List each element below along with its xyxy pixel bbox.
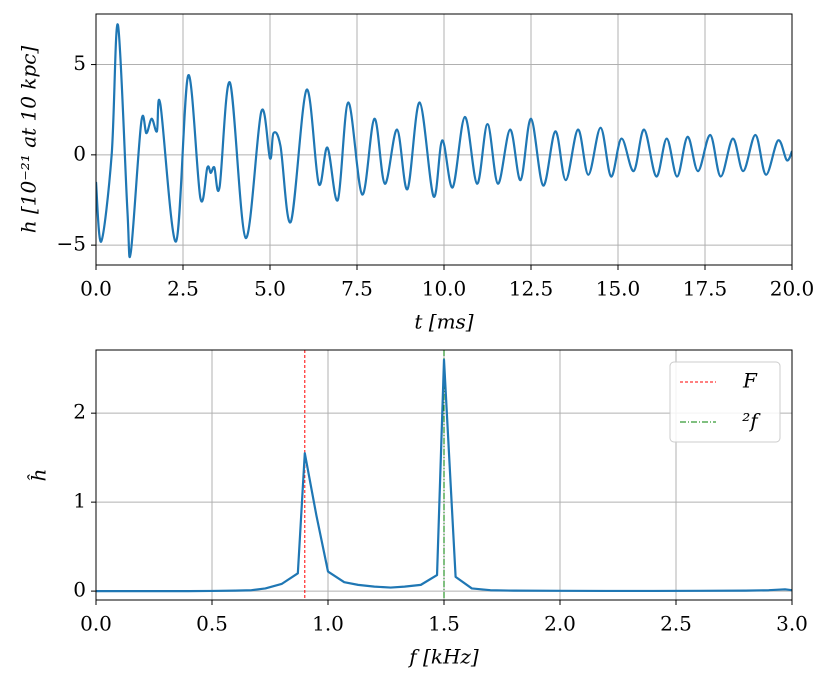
x-axis-label: t [ms] [414, 310, 473, 334]
x-tick-label: 10.0 [422, 277, 467, 301]
y-tick-label: −5 [57, 232, 86, 256]
x-tick-label: 20.0 [770, 277, 815, 301]
x-axis-label: f [kHz] [407, 645, 479, 669]
x-tick-label: 2.5 [660, 612, 692, 636]
x-tick-label: 2.0 [544, 612, 576, 636]
y-tick-label: 2 [73, 400, 86, 424]
x-tick-label: 1.5 [428, 612, 460, 636]
x-tick-label: 0.0 [80, 612, 112, 636]
y-tick-label: 0 [73, 578, 86, 602]
axes-frame [95, 349, 793, 601]
axes-frame [95, 13, 793, 266]
legend [669, 361, 781, 443]
x-tick-label: 1.0 [312, 612, 344, 636]
plot-area [96, 23, 792, 259]
y-axis-label: h [10⁻²¹ at 10 kpc] [17, 46, 41, 234]
y-tick-label: 1 [73, 489, 86, 513]
x-tick-label: 5.0 [254, 277, 286, 301]
y-tick-label: 0 [73, 141, 86, 165]
x-tick-label: 3.0 [776, 612, 808, 636]
y-tick-label: 5 [73, 51, 86, 75]
data-line [96, 23, 792, 259]
x-tick-label: 2.5 [167, 277, 199, 301]
x-tick-label: 12.5 [509, 277, 554, 301]
plot-area [96, 350, 792, 600]
x-tick-label: 0.5 [196, 612, 228, 636]
x-tick-label: 0.0 [80, 277, 112, 301]
y-axis-label: ĥ [27, 469, 51, 482]
legend-label: ²f [742, 409, 761, 433]
x-tick-label: 15.0 [596, 277, 641, 301]
x-tick-label: 7.5 [341, 277, 373, 301]
data-line [96, 358, 792, 593]
x-tick-label: 17.5 [683, 277, 728, 301]
legend-label: F [742, 369, 758, 393]
